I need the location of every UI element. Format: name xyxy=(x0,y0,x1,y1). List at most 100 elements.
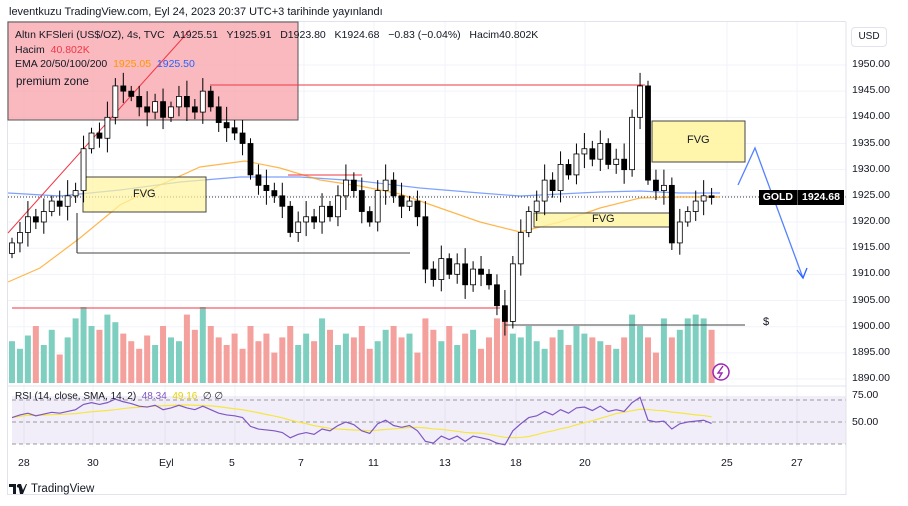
rsi-axis-50: 50.00 xyxy=(852,416,879,428)
candle xyxy=(382,179,389,191)
candle xyxy=(613,158,620,165)
candle xyxy=(48,200,55,212)
candle xyxy=(645,85,651,181)
candle xyxy=(112,85,119,118)
candles xyxy=(9,72,715,336)
fvg-box-1[interactable] xyxy=(82,176,207,213)
chart-frame xyxy=(7,21,846,495)
volume-bar xyxy=(175,341,182,383)
candle xyxy=(183,95,190,108)
price-label: 1910.00 xyxy=(852,267,890,280)
tradingview-logo[interactable]: TradingView xyxy=(9,483,94,495)
volume-bar xyxy=(374,341,381,383)
candle xyxy=(541,179,548,202)
volume-bar xyxy=(32,326,39,383)
volume-bar xyxy=(120,333,127,383)
volume-bar xyxy=(72,318,79,383)
price-label: 1930.00 xyxy=(852,162,890,175)
volume-bar xyxy=(191,329,198,383)
volume-bar xyxy=(501,307,508,383)
candle xyxy=(557,164,564,191)
candle xyxy=(287,205,294,233)
price-label: 1950.00 xyxy=(852,58,890,70)
candle xyxy=(104,116,111,139)
volume-bar xyxy=(327,329,333,383)
candle xyxy=(366,211,373,223)
candle xyxy=(263,184,270,191)
volume-bar xyxy=(676,329,683,383)
candle xyxy=(152,101,159,113)
volume-bar xyxy=(366,348,373,383)
fvg-box-3[interactable] xyxy=(651,120,746,163)
volume-bar xyxy=(629,314,636,383)
volume-bar xyxy=(430,329,437,383)
dollar-label: $ xyxy=(763,316,770,328)
candle xyxy=(342,179,349,197)
volume-bar xyxy=(358,326,365,383)
date-label: 13 xyxy=(439,457,451,469)
volume-bar xyxy=(525,326,532,383)
volume-bar xyxy=(207,326,214,383)
candle xyxy=(96,132,103,139)
candle xyxy=(247,143,254,176)
fvg-label-3: FVG xyxy=(687,134,710,146)
candle xyxy=(573,153,580,176)
volume-bar xyxy=(80,307,87,383)
volume-legend: Hacim 40.802K xyxy=(15,44,90,56)
candle xyxy=(120,85,127,92)
ohlc-legend: Altın KFSleri (US$/OZ), 4s, TVC A1925.51… xyxy=(15,29,538,41)
currency-button[interactable]: USD xyxy=(851,27,887,47)
price-label: 1890.00 xyxy=(852,372,890,385)
volume-bar xyxy=(152,345,159,383)
candle xyxy=(509,263,516,322)
candle xyxy=(668,184,675,244)
volume-bar xyxy=(183,314,190,383)
candle xyxy=(676,221,683,244)
candle xyxy=(128,90,135,97)
candle xyxy=(470,268,477,286)
volume-bar xyxy=(247,326,254,383)
volume-bar xyxy=(398,337,405,383)
volume-bar xyxy=(493,318,500,383)
lightning-icon[interactable] xyxy=(712,363,730,381)
volume-bar xyxy=(215,337,222,383)
low-value: D1923.80 xyxy=(280,29,326,41)
volume-bar xyxy=(255,341,262,383)
volume-bar xyxy=(342,333,349,383)
volume-bar xyxy=(581,333,588,383)
candle xyxy=(525,211,532,233)
volume-bar xyxy=(168,337,174,383)
price-label: 1895.00 xyxy=(852,345,890,358)
fvg-label-1: FVG xyxy=(133,188,156,200)
volume-bar xyxy=(96,329,103,383)
candle xyxy=(581,148,588,155)
candle xyxy=(136,95,143,108)
candle xyxy=(398,195,405,207)
rsi-legend: RSI (14, close, SMA, 14, 2) 48.34 49.16 … xyxy=(15,391,224,402)
volume-bar xyxy=(64,337,71,383)
candle xyxy=(605,143,612,165)
candle xyxy=(160,101,166,118)
volume-bar xyxy=(311,341,318,383)
volume-bar xyxy=(549,337,556,383)
volume-bar xyxy=(692,314,699,383)
candle xyxy=(430,268,437,280)
candle xyxy=(207,90,214,108)
volume-bar xyxy=(88,326,95,383)
volume-bar xyxy=(56,354,63,383)
candle xyxy=(478,268,484,275)
price-label: 1915.00 xyxy=(852,241,890,254)
volume-bar xyxy=(454,345,461,383)
candle xyxy=(223,122,230,129)
candle xyxy=(255,174,262,186)
volume-bar xyxy=(541,348,548,383)
volume-bar xyxy=(382,329,389,383)
price-label: 1925.00 xyxy=(852,188,890,201)
candle xyxy=(446,258,453,275)
date-label: 20 xyxy=(579,457,591,469)
volume-bar xyxy=(319,318,326,383)
candle xyxy=(390,179,397,197)
projection-path[interactable] xyxy=(737,146,804,279)
last-price-tag: GOLD 1924.68 xyxy=(758,190,844,205)
